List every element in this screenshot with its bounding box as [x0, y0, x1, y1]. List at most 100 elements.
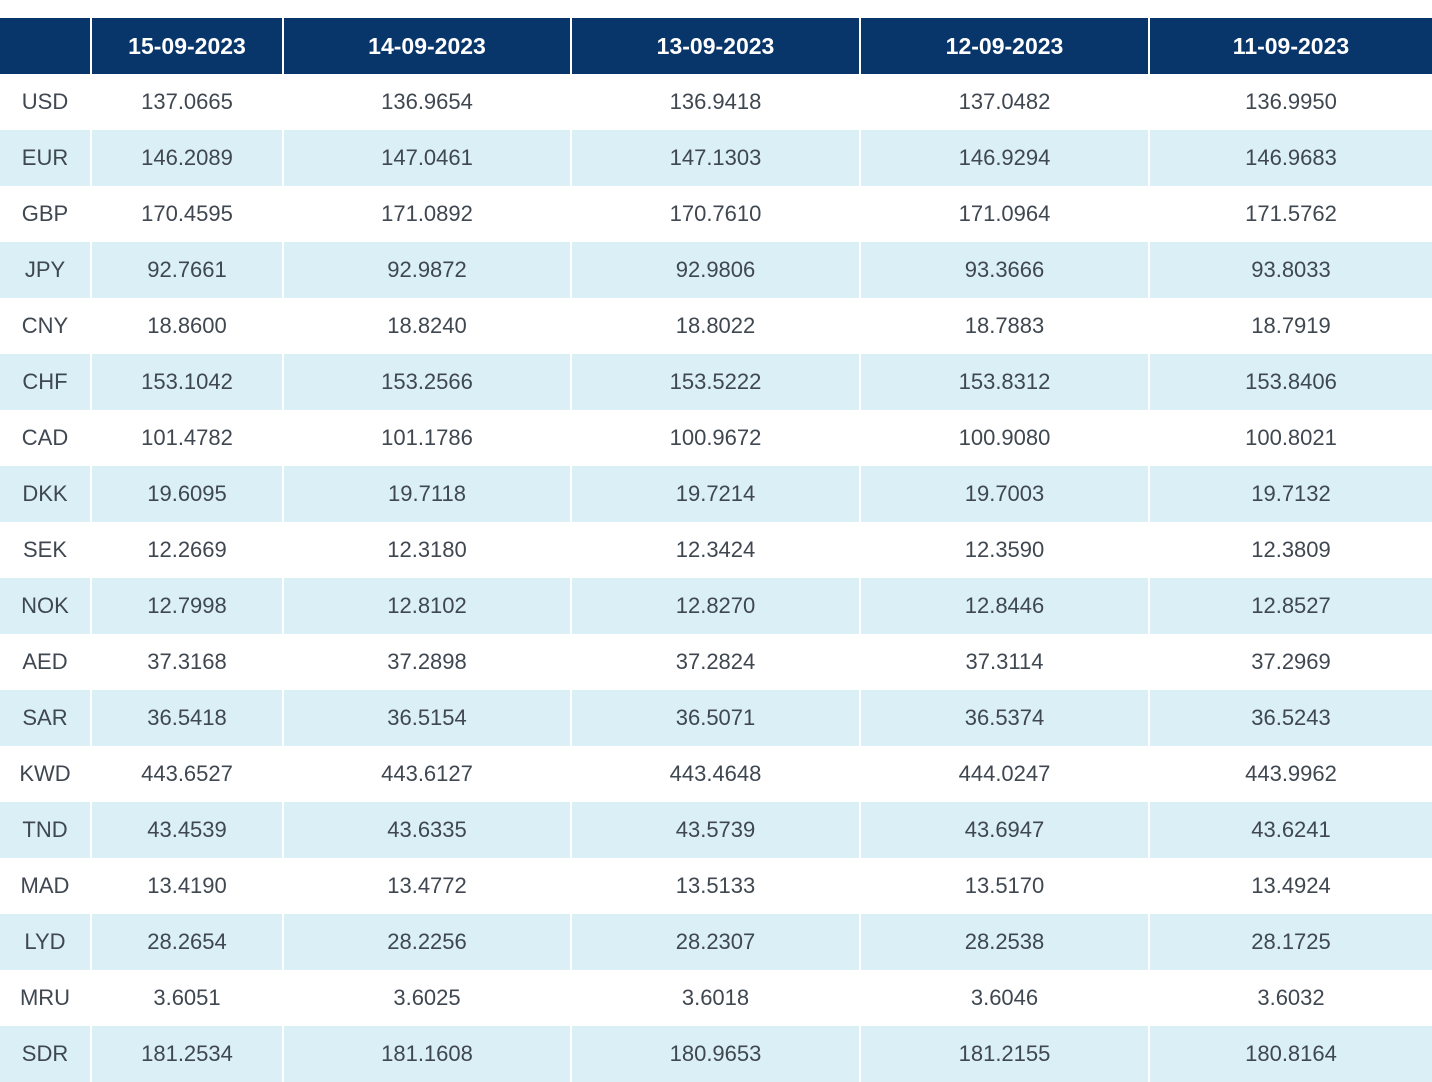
rate-value-cell: 93.8033	[1148, 242, 1432, 298]
table-row: JPY 92.7661 92.9872 92.9806 93.3666 93.8033	[0, 242, 1432, 298]
table-row: SEK 12.2669 12.3180 12.3424 12.3590 12.3809	[0, 522, 1432, 578]
rate-value-cell: 147.0461	[282, 130, 571, 186]
rate-value-cell: 12.3424	[570, 522, 860, 578]
date-header: 12-09-2023	[859, 18, 1149, 74]
rate-value-cell: 28.2256	[282, 914, 571, 970]
currency-code-cell: USD	[0, 74, 91, 130]
rate-value-cell: 101.1786	[282, 410, 571, 466]
currency-code-cell: KWD	[0, 746, 91, 802]
table-row: CHF 153.1042 153.2566 153.5222 153.8312 153.8…	[0, 354, 1432, 410]
rate-value-cell: 19.7118	[282, 466, 571, 522]
rate-value-cell: 37.2969	[1148, 634, 1432, 690]
rate-value-cell: 136.9418	[570, 74, 860, 130]
rate-value-cell: 146.9294	[859, 130, 1149, 186]
rate-value-cell: 101.4782	[90, 410, 283, 466]
rate-value-cell: 153.1042	[90, 354, 283, 410]
rate-value-cell: 153.2566	[282, 354, 571, 410]
rate-value-cell: 43.6947	[859, 802, 1149, 858]
currency-code-cell: CNY	[0, 298, 91, 354]
rate-value-cell: 12.8446	[859, 578, 1149, 634]
table-row: SDR 181.2534 181.1608 180.9653 181.2155 180.8…	[0, 1026, 1432, 1082]
rate-value-cell: 43.6335	[282, 802, 571, 858]
table-row: MRU 3.6051 3.6025 3.6018 3.6046 3.6032	[0, 970, 1432, 1026]
rate-value-cell: 13.5133	[570, 858, 860, 914]
table-row: KWD 443.6527 443.6127 443.4648 444.0247 443.9…	[0, 746, 1432, 802]
rate-value-cell: 170.4595	[90, 186, 283, 242]
currency-code-cell: AED	[0, 634, 91, 690]
rate-value-cell: 18.8240	[282, 298, 571, 354]
table-row: NOK 12.7998 12.8102 12.8270 12.8446 12.8527	[0, 578, 1432, 634]
rate-value-cell: 3.6051	[90, 970, 283, 1026]
currency-code-cell: TND	[0, 802, 91, 858]
exchange-rates-table-container: 15-09-2023 14-09-2023 13-09-2023 12-09-2…	[0, 18, 1432, 1082]
currency-code-cell: CHF	[0, 354, 91, 410]
rate-value-cell: 28.2654	[90, 914, 283, 970]
rate-value-cell: 92.7661	[90, 242, 283, 298]
currency-code-cell: SEK	[0, 522, 91, 578]
currency-code-cell: SDR	[0, 1026, 91, 1082]
rate-value-cell: 444.0247	[859, 746, 1149, 802]
rate-value-cell: 13.4772	[282, 858, 571, 914]
date-header: 14-09-2023	[282, 18, 571, 74]
rate-value-cell: 3.6032	[1148, 970, 1432, 1026]
rate-value-cell: 92.9806	[570, 242, 860, 298]
rate-value-cell: 18.7883	[859, 298, 1149, 354]
header-row: 15-09-2023 14-09-2023 13-09-2023 12-09-2…	[0, 18, 1432, 74]
rate-value-cell: 28.1725	[1148, 914, 1432, 970]
rate-value-cell: 100.9672	[570, 410, 860, 466]
rate-value-cell: 181.1608	[282, 1026, 571, 1082]
currency-code-cell: CAD	[0, 410, 91, 466]
rate-value-cell: 12.3590	[859, 522, 1149, 578]
table-row: USD 137.0665 136.9654 136.9418 137.0482 136.9…	[0, 74, 1432, 130]
rate-value-cell: 443.6527	[90, 746, 283, 802]
rate-value-cell: 19.6095	[90, 466, 283, 522]
rate-value-cell: 36.5418	[90, 690, 283, 746]
rate-value-cell: 147.1303	[570, 130, 860, 186]
date-header: 15-09-2023	[90, 18, 283, 74]
rate-value-cell: 18.8022	[570, 298, 860, 354]
rate-value-cell: 153.8406	[1148, 354, 1432, 410]
rate-value-cell: 12.3809	[1148, 522, 1432, 578]
rate-value-cell: 443.9962	[1148, 746, 1432, 802]
rate-value-cell: 37.3114	[859, 634, 1149, 690]
rate-value-cell: 37.3168	[90, 634, 283, 690]
rate-value-cell: 137.0482	[859, 74, 1149, 130]
rate-value-cell: 146.9683	[1148, 130, 1432, 186]
table-row: CNY 18.8600 18.8240 18.8022 18.7883 18.7919	[0, 298, 1432, 354]
rate-value-cell: 146.2089	[90, 130, 283, 186]
table-row: TND 43.4539 43.6335 43.5739 43.6947 43.6241	[0, 802, 1432, 858]
rate-value-cell: 43.6241	[1148, 802, 1432, 858]
rate-value-cell: 92.9872	[282, 242, 571, 298]
currency-code-cell: MAD	[0, 858, 91, 914]
currency-code-cell: MRU	[0, 970, 91, 1026]
table-row: AED 37.3168 37.2898 37.2824 37.3114 37.2969	[0, 634, 1432, 690]
exchange-rates-table: 15-09-2023 14-09-2023 13-09-2023 12-09-2…	[0, 18, 1432, 1082]
date-header: 13-09-2023	[570, 18, 860, 74]
rate-value-cell: 93.3666	[859, 242, 1149, 298]
rate-value-cell: 170.7610	[570, 186, 860, 242]
rate-value-cell: 28.2307	[570, 914, 860, 970]
rate-value-cell: 137.0665	[90, 74, 283, 130]
rate-value-cell: 12.8270	[570, 578, 860, 634]
rate-value-cell: 443.6127	[282, 746, 571, 802]
rate-value-cell: 36.5071	[570, 690, 860, 746]
rate-value-cell: 171.0892	[282, 186, 571, 242]
rate-value-cell: 19.7132	[1148, 466, 1432, 522]
rate-value-cell: 180.9653	[570, 1026, 860, 1082]
rate-value-cell: 100.9080	[859, 410, 1149, 466]
currency-code-cell: EUR	[0, 130, 91, 186]
rate-value-cell: 18.8600	[90, 298, 283, 354]
table-row: GBP 170.4595 171.0892 170.7610 171.0964 171.5…	[0, 186, 1432, 242]
rate-value-cell: 12.8102	[282, 578, 571, 634]
rate-value-cell: 28.2538	[859, 914, 1149, 970]
rate-value-cell: 153.8312	[859, 354, 1149, 410]
table-row: SAR 36.5418 36.5154 36.5071 36.5374 36.5243	[0, 690, 1432, 746]
rate-value-cell: 171.5762	[1148, 186, 1432, 242]
rate-value-cell: 36.5374	[859, 690, 1149, 746]
rate-value-cell: 37.2898	[282, 634, 571, 690]
rate-value-cell: 37.2824	[570, 634, 860, 690]
rate-value-cell: 153.5222	[570, 354, 860, 410]
rate-value-cell: 19.7214	[570, 466, 860, 522]
rate-value-cell: 181.2155	[859, 1026, 1149, 1082]
rate-value-cell: 3.6025	[282, 970, 571, 1026]
